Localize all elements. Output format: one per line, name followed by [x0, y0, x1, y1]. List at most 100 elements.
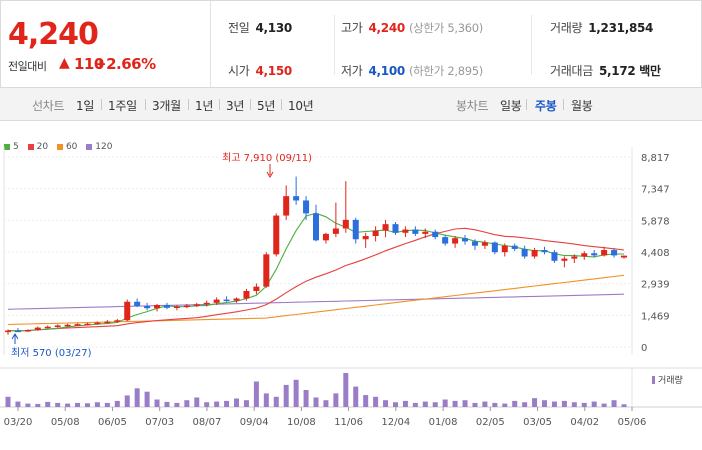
chart-period-tabs: 선차트 1일 1주일 3개월 1년 3년 5년 10년 봉차트 일봉 주봉 월봉 [0, 88, 702, 121]
divider [526, 99, 527, 110]
stat-value: 4,100 [368, 64, 405, 78]
candle-body [491, 242, 498, 253]
volume-bar [363, 395, 369, 407]
legend-label: 20 [36, 142, 49, 152]
volume-bar [432, 402, 438, 407]
x-tick-label: 12/04 [381, 417, 410, 428]
candle-body [561, 258, 568, 261]
candle-body [531, 250, 538, 257]
volume-bar [15, 401, 21, 407]
x-tick-label: 05/06 [618, 417, 647, 428]
legend-label: 60 [65, 142, 78, 152]
candle-body [601, 250, 608, 256]
volume-bar [561, 400, 567, 407]
legend-swatch [86, 144, 93, 150]
candle-body [134, 301, 141, 307]
volume-bar [224, 400, 230, 407]
volume-bar [124, 395, 130, 407]
candle-body [114, 320, 121, 322]
legend-ma20: 20 [27, 142, 49, 152]
volume-bar [542, 400, 548, 407]
legend-swatch [4, 144, 10, 150]
tab-1w[interactable]: 1주일 [108, 99, 137, 113]
tab-3m[interactable]: 3개월 [152, 99, 181, 113]
stat-prev-close: 전일 4,130 [228, 19, 292, 36]
tab-10y[interactable]: 10년 [288, 99, 314, 113]
candle-body [154, 304, 161, 309]
price-box: 4,240 전일대비 ▲ 110 +2.66% [1, 1, 211, 87]
volume-bar [492, 402, 498, 407]
tab-3y[interactable]: 3년 [226, 99, 245, 113]
stat-label: 저가 [341, 64, 363, 78]
volume-bar [5, 396, 11, 407]
stat-label: 거래량 [550, 21, 583, 35]
legend-label: 5 [13, 142, 19, 152]
volume-bar [184, 400, 190, 407]
tab-1d[interactable]: 1일 [76, 99, 95, 113]
candle-body [392, 224, 399, 233]
x-tick-label: 09/04 [240, 417, 269, 428]
candle-body [412, 229, 419, 234]
volume-bar [472, 402, 478, 407]
volume-bar [313, 397, 319, 407]
high-annotation: 최고 7,910 (09/11) [222, 152, 312, 164]
volume-bar [402, 400, 408, 407]
candle-chart-group-label: 봉차트 [456, 99, 489, 113]
tab-5y[interactable]: 5년 [257, 99, 276, 113]
tab-daily[interactable]: 일봉 [500, 99, 522, 113]
stat-amount: 거래대금 5,172 백만 [550, 62, 661, 79]
candle-body [462, 238, 469, 242]
candle-body [501, 245, 508, 253]
candle-body [183, 305, 190, 308]
x-tick-label: 08/07 [193, 417, 222, 428]
volume-bar [462, 400, 468, 407]
volume-legend-label: 거래량 [658, 376, 683, 386]
stat-high: 고가 4,240 (상한가 5,360) [341, 19, 483, 36]
stat-volume: 거래량 1,231,854 [550, 19, 653, 36]
candle-body [571, 256, 578, 259]
tab-1y[interactable]: 1년 [195, 99, 214, 113]
candle-body [362, 236, 369, 240]
candle-body [203, 302, 210, 305]
candle-body [5, 330, 11, 333]
tab-weekly[interactable]: 주봉 [535, 99, 557, 113]
volume-bar [234, 398, 240, 407]
legend-swatch [652, 375, 655, 384]
legend-swatch [56, 144, 63, 150]
candle-body [104, 321, 111, 324]
volume-bar [482, 401, 488, 407]
volume-bar [383, 400, 389, 407]
y-tick-label: 4,408 [641, 248, 670, 259]
divider [188, 99, 189, 110]
x-tick-label: 05/08 [51, 417, 80, 428]
volume-bar [551, 401, 557, 407]
x-tick-label: 06/05 [98, 417, 127, 428]
candle-body [213, 299, 220, 303]
volume-bar [333, 393, 339, 407]
volume-bar [263, 393, 269, 407]
candle-body [372, 230, 379, 237]
volume-bar [512, 400, 518, 407]
x-tick-label: 07/03 [145, 417, 174, 428]
candle-body [382, 224, 389, 231]
candle-body [442, 237, 449, 244]
x-tick-label: 10/08 [287, 417, 316, 428]
candle-body [64, 324, 71, 327]
candle-body [551, 252, 558, 261]
quote-summary-panel: 4,240 전일대비 ▲ 110 +2.66% 전일 4,130 고가 4,240(… [0, 0, 702, 88]
volume-bar [104, 402, 110, 407]
divider [145, 99, 146, 110]
volume-legend: 거래량 [652, 373, 683, 386]
volume-bar [591, 401, 597, 407]
candle-body [521, 248, 528, 257]
stat-value: 4,130 [255, 21, 292, 35]
volume-bar [214, 401, 220, 407]
tab-monthly[interactable]: 월봉 [571, 99, 593, 113]
volume-bar [442, 399, 448, 407]
low-arrow-icon [11, 333, 19, 340]
candle-body [541, 250, 548, 253]
candle-body [54, 325, 61, 327]
candle-body [44, 326, 51, 329]
candle-body [144, 306, 151, 309]
line-chart-group-label: 선차트 [32, 99, 65, 113]
